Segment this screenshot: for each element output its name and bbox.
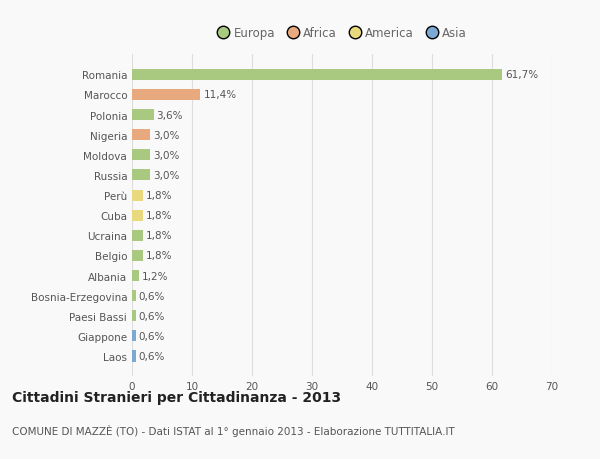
Text: 3,6%: 3,6% [157, 110, 183, 120]
Text: 3,0%: 3,0% [153, 130, 179, 140]
Bar [132, 250, 143, 262]
Bar [132, 351, 136, 362]
Bar [132, 311, 136, 322]
Text: COMUNE DI MAZZÈ (TO) - Dati ISTAT al 1° gennaio 2013 - Elaborazione TUTTITALIA.I: COMUNE DI MAZZÈ (TO) - Dati ISTAT al 1° … [12, 424, 455, 436]
Bar [132, 330, 136, 341]
Text: 11,4%: 11,4% [203, 90, 236, 100]
Text: 0,6%: 0,6% [139, 351, 165, 361]
Bar [132, 90, 200, 101]
Text: 0,6%: 0,6% [139, 311, 165, 321]
Bar [132, 270, 139, 281]
Text: 0,6%: 0,6% [139, 291, 165, 301]
Text: 0,6%: 0,6% [139, 331, 165, 341]
Text: 1,8%: 1,8% [146, 211, 172, 221]
Text: 1,8%: 1,8% [146, 190, 172, 201]
Text: Cittadini Stranieri per Cittadinanza - 2013: Cittadini Stranieri per Cittadinanza - 2… [12, 390, 341, 404]
Text: 3,0%: 3,0% [153, 151, 179, 161]
Bar [132, 130, 150, 141]
Bar [132, 190, 143, 201]
Text: 3,0%: 3,0% [153, 171, 179, 180]
Bar [132, 230, 143, 241]
Bar [132, 291, 136, 302]
Bar [132, 150, 150, 161]
Text: 61,7%: 61,7% [505, 70, 538, 80]
Bar [132, 110, 154, 121]
Bar [132, 170, 150, 181]
Legend: Europa, Africa, America, Asia: Europa, Africa, America, Asia [212, 22, 472, 45]
Bar [132, 70, 502, 81]
Text: 1,8%: 1,8% [146, 251, 172, 261]
Text: 1,8%: 1,8% [146, 231, 172, 241]
Bar [132, 210, 143, 221]
Text: 1,2%: 1,2% [142, 271, 169, 281]
